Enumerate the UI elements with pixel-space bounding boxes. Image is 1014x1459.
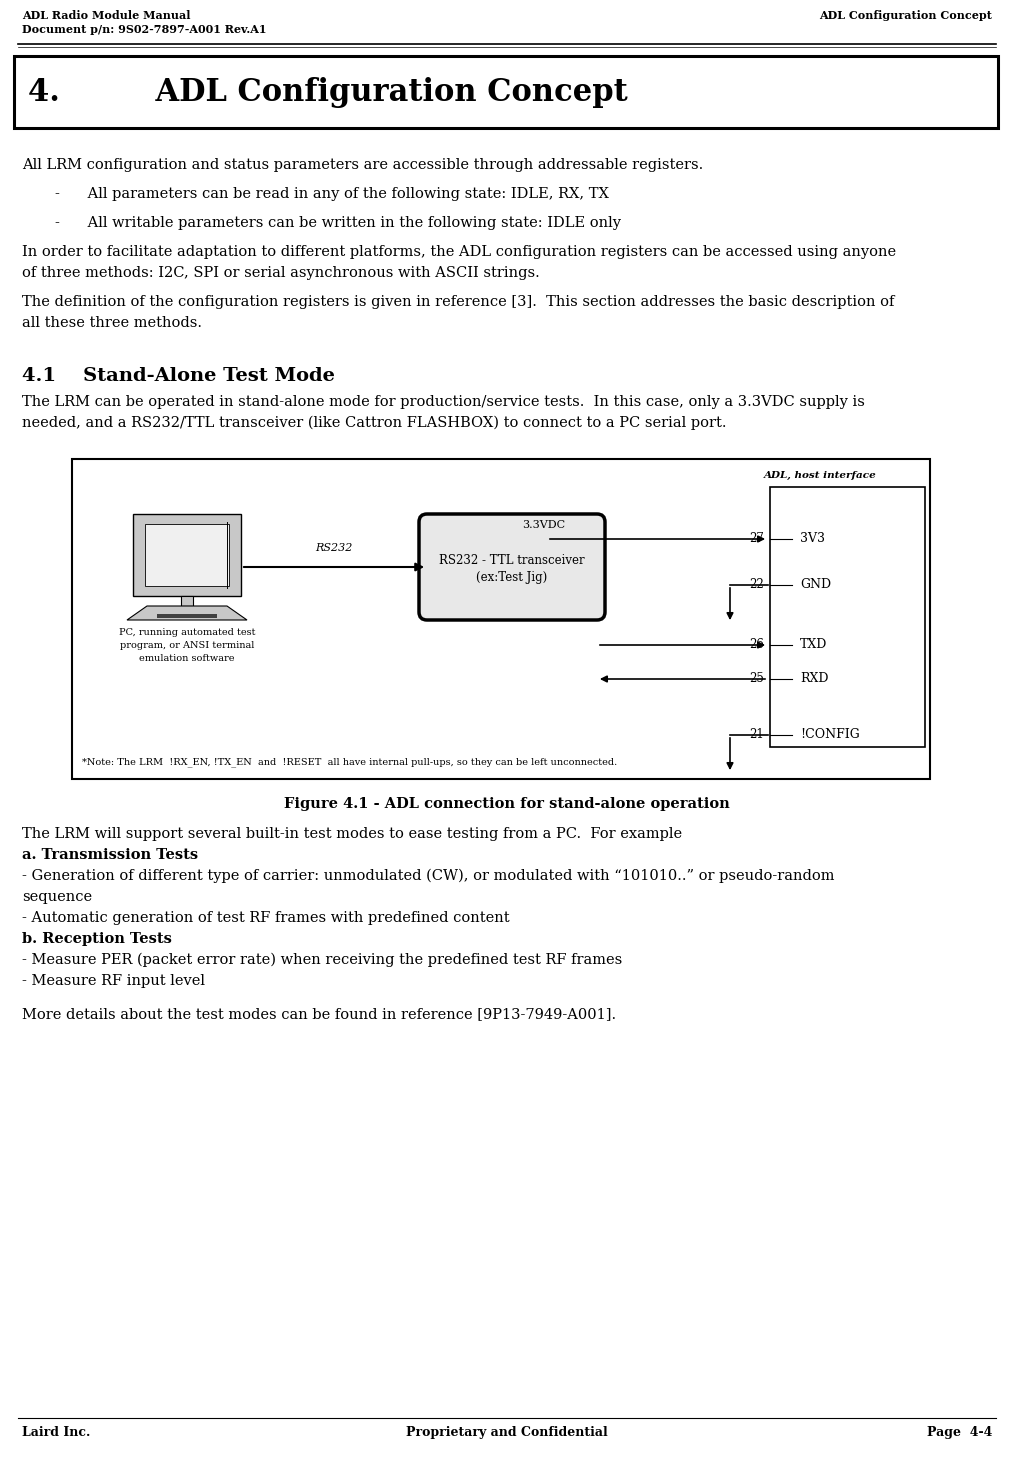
Text: emulation software: emulation software	[139, 654, 235, 662]
FancyBboxPatch shape	[133, 514, 241, 595]
Text: (ex:Test Jig): (ex:Test Jig)	[477, 570, 548, 584]
Text: All LRM configuration and status parameters are accessible through addressable r: All LRM configuration and status paramet…	[22, 158, 704, 172]
Text: needed, and a RS232/TTL transceiver (like Cattron FLASHBOX) to connect to a PC s: needed, and a RS232/TTL transceiver (lik…	[22, 416, 726, 430]
Text: b. Reception Tests: b. Reception Tests	[22, 932, 172, 945]
Text: 21: 21	[749, 728, 764, 741]
Text: a. Transmission Tests: a. Transmission Tests	[22, 848, 198, 862]
FancyBboxPatch shape	[14, 55, 998, 128]
FancyBboxPatch shape	[145, 524, 229, 587]
Text: 26: 26	[749, 639, 764, 652]
Text: - Measure PER (packet error rate) when receiving the predefined test RF frames: - Measure PER (packet error rate) when r…	[22, 953, 623, 967]
Text: Document p/n: 9S02-7897-A001 Rev.A1: Document p/n: 9S02-7897-A001 Rev.A1	[22, 23, 267, 35]
Text: *Note: The LRM  !RX_EN, !TX_EN  and  !RESET  all have internal pull-ups, so they: *Note: The LRM !RX_EN, !TX_EN and !RESET…	[82, 757, 618, 766]
Text: - Measure RF input level: - Measure RF input level	[22, 975, 205, 988]
Text: 4.         ADL Configuration Concept: 4. ADL Configuration Concept	[28, 77, 628, 108]
Text: The LRM will support several built-in test modes to ease testing from a PC.  For: The LRM will support several built-in te…	[22, 827, 682, 840]
Text: sequence: sequence	[22, 890, 92, 905]
Text: PC, running automated test: PC, running automated test	[119, 627, 256, 638]
Text: The LRM can be operated in stand-alone mode for production/service tests.  In th: The LRM can be operated in stand-alone m…	[22, 395, 865, 409]
FancyBboxPatch shape	[419, 514, 605, 620]
Text: The definition of the configuration registers is given in reference [3].  This s: The definition of the configuration regi…	[22, 295, 894, 309]
Text: 27: 27	[749, 533, 764, 546]
Text: GND: GND	[800, 579, 831, 591]
Text: More details about the test modes can be found in reference [9P13-7949-A001].: More details about the test modes can be…	[22, 1007, 617, 1021]
Text: ADL, host interface: ADL, host interface	[764, 471, 876, 480]
Text: Proprietary and Confidential: Proprietary and Confidential	[407, 1425, 607, 1439]
FancyBboxPatch shape	[770, 487, 925, 747]
FancyBboxPatch shape	[157, 614, 217, 619]
Text: In order to facilitate adaptation to different platforms, the ADL configuration : In order to facilitate adaptation to dif…	[22, 245, 896, 260]
Text: RS232: RS232	[315, 543, 353, 553]
Text: ADL Radio Module Manual: ADL Radio Module Manual	[22, 10, 191, 20]
Text: RXD: RXD	[800, 673, 828, 686]
FancyBboxPatch shape	[182, 595, 193, 605]
Text: Page  4-4: Page 4-4	[927, 1425, 992, 1439]
Text: ADL Configuration Concept: ADL Configuration Concept	[819, 10, 992, 20]
Text: of three methods: I2C, SPI or serial asynchronous with ASCII strings.: of three methods: I2C, SPI or serial asy…	[22, 266, 539, 280]
Text: -      All parameters can be read in any of the following state: IDLE, RX, TX: - All parameters can be read in any of t…	[55, 187, 608, 201]
Text: 22: 22	[749, 579, 764, 591]
FancyBboxPatch shape	[72, 460, 930, 779]
Text: TXD: TXD	[800, 639, 827, 652]
Text: RS232 - TTL transceiver: RS232 - TTL transceiver	[439, 553, 585, 566]
Text: !CONFIG: !CONFIG	[800, 728, 860, 741]
Text: 4.1    Stand-Alone Test Mode: 4.1 Stand-Alone Test Mode	[22, 368, 335, 385]
Text: -      All writable parameters can be written in the following state: IDLE only: - All writable parameters can be written…	[55, 216, 621, 231]
Text: all these three methods.: all these three methods.	[22, 317, 202, 330]
Polygon shape	[127, 605, 247, 620]
Text: 3V3: 3V3	[800, 533, 825, 546]
Text: Figure 4.1 - ADL connection for stand-alone operation: Figure 4.1 - ADL connection for stand-al…	[284, 797, 730, 811]
Text: - Generation of different type of carrier: unmodulated (CW), or modulated with “: - Generation of different type of carrie…	[22, 870, 835, 883]
Text: 25: 25	[749, 673, 764, 686]
Text: Laird Inc.: Laird Inc.	[22, 1425, 90, 1439]
Text: 3.3VDC: 3.3VDC	[522, 519, 565, 530]
Text: - Automatic generation of test RF frames with predefined content: - Automatic generation of test RF frames…	[22, 910, 510, 925]
Text: program, or ANSI terminal: program, or ANSI terminal	[120, 641, 255, 651]
